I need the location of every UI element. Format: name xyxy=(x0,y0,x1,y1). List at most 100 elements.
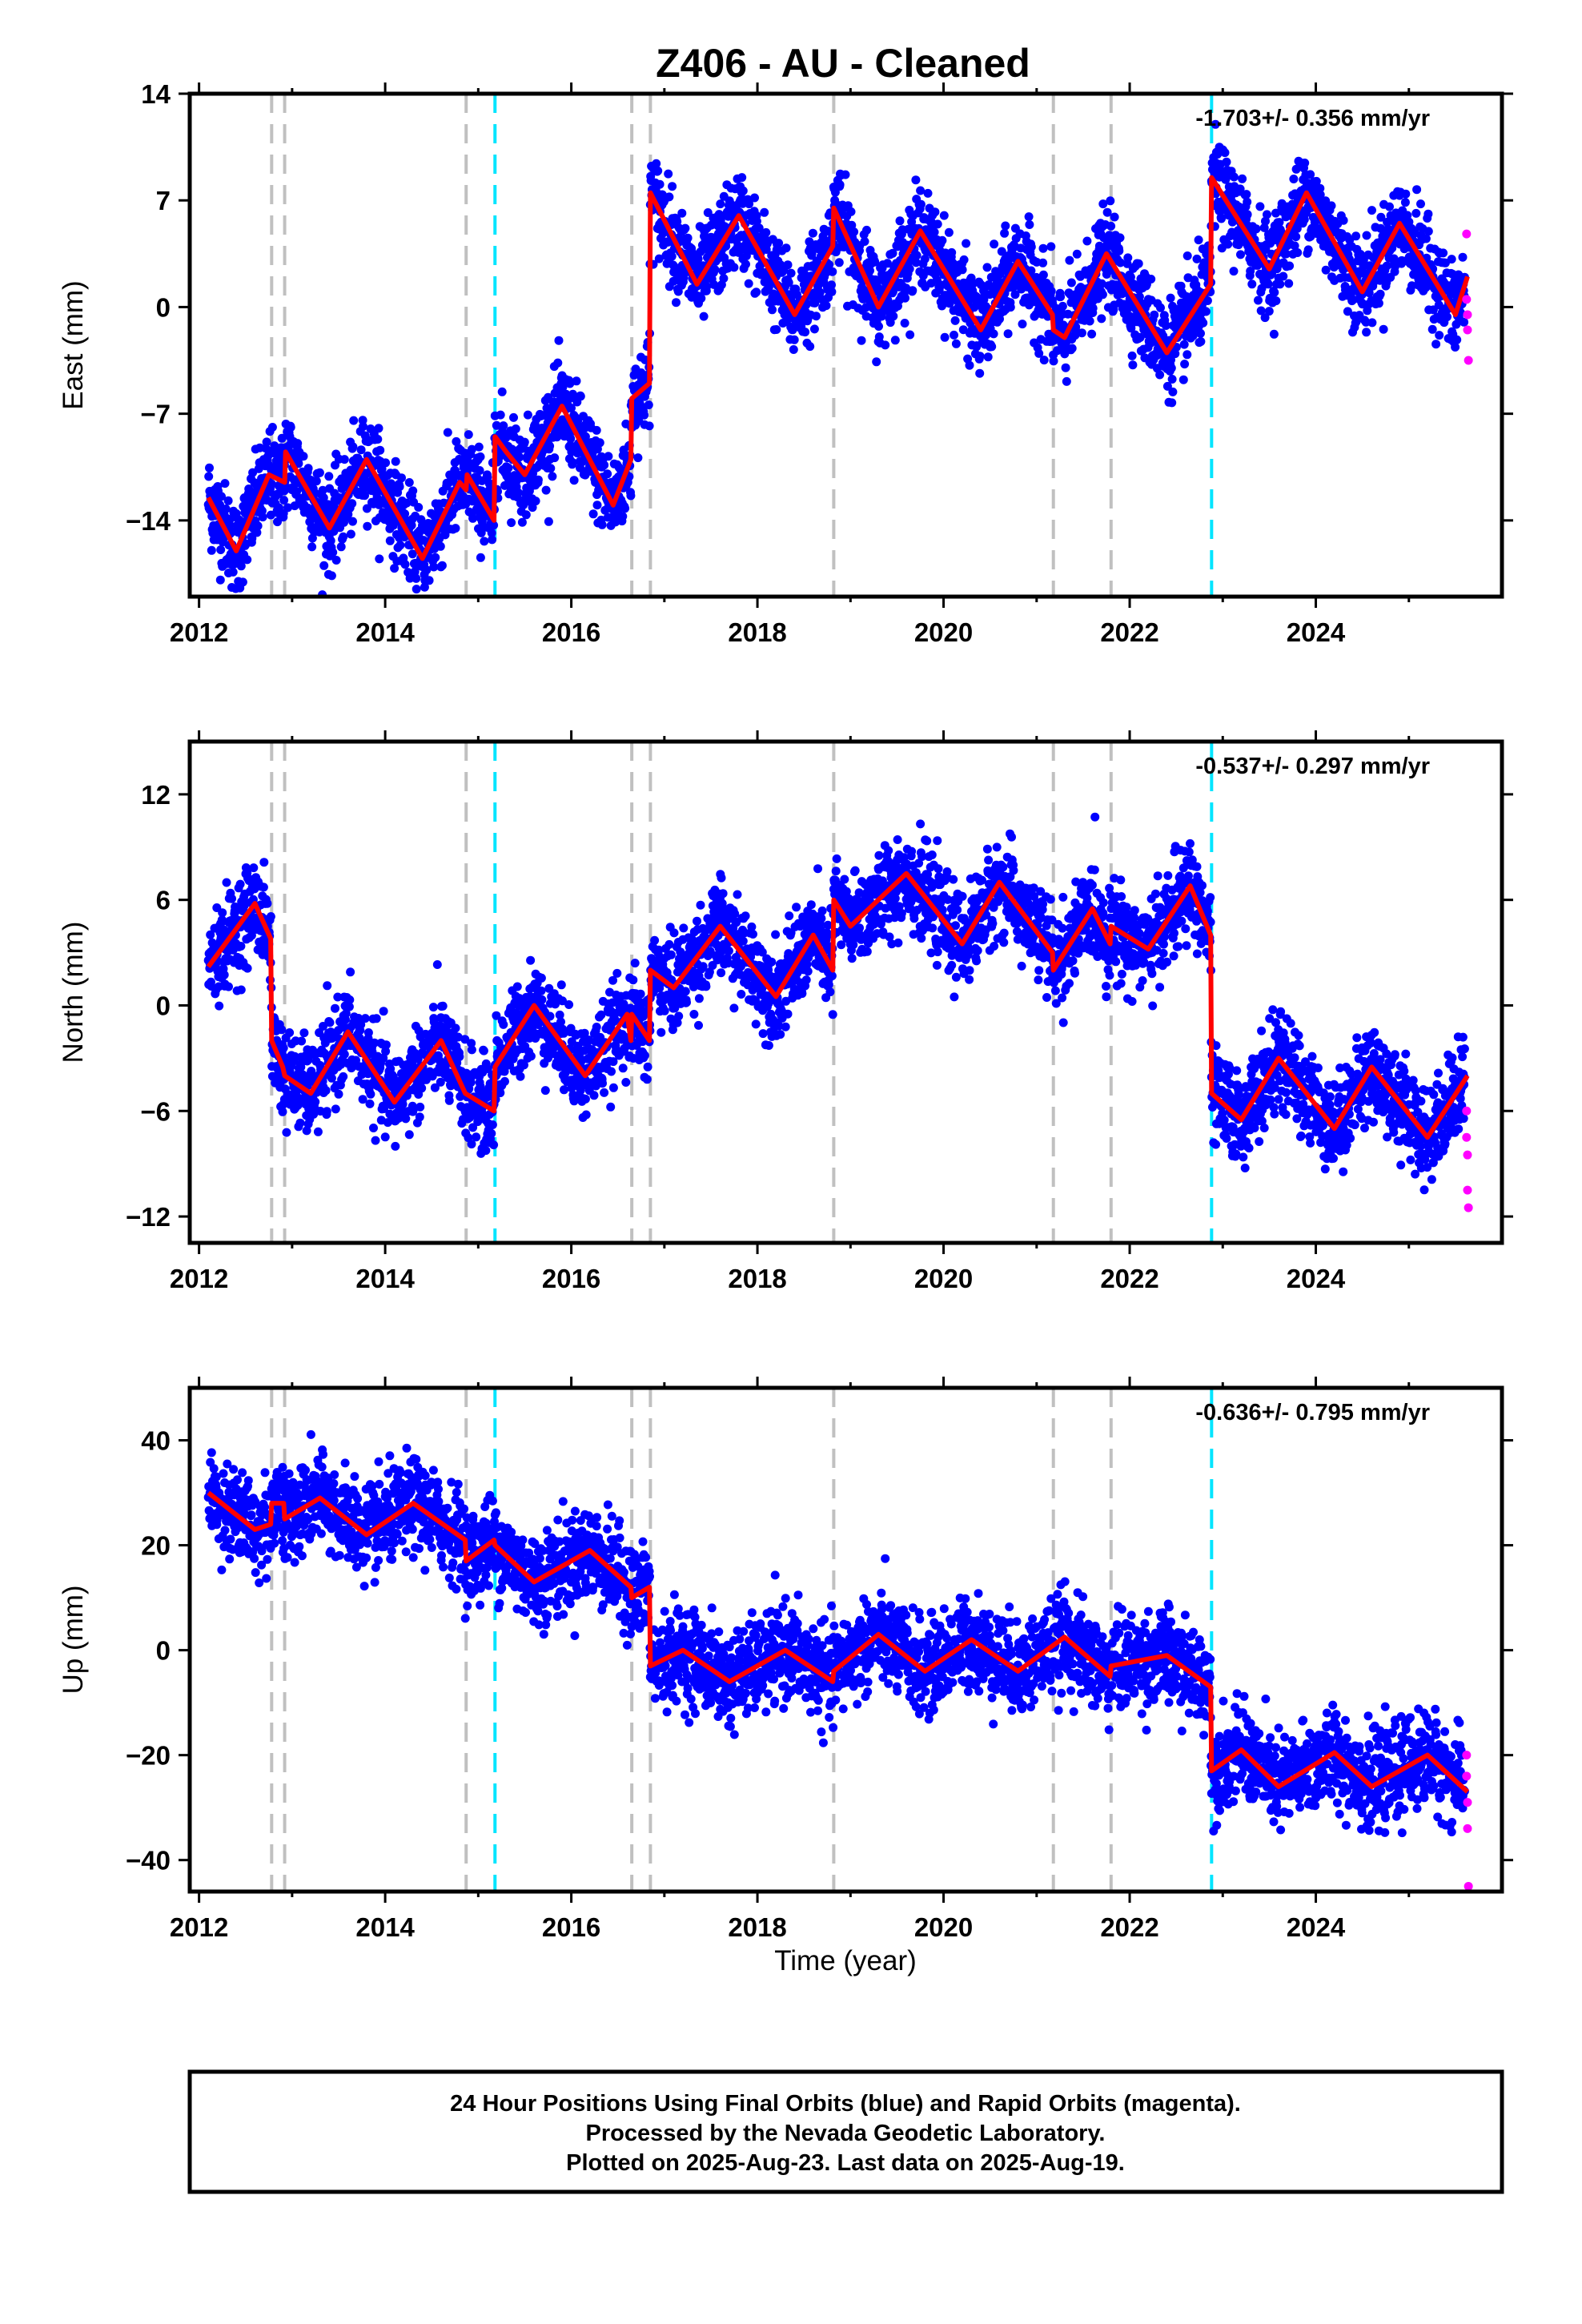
final-orbit-point xyxy=(1102,207,1112,217)
final-orbit-point xyxy=(1435,331,1444,340)
final-orbit-point xyxy=(373,435,383,444)
final-orbit-point xyxy=(404,478,414,487)
final-orbit-point xyxy=(1256,306,1266,316)
final-orbit-point xyxy=(654,254,664,263)
final-orbit-point xyxy=(567,404,576,412)
final-orbit-point xyxy=(360,491,369,501)
final-orbit-point xyxy=(1182,251,1192,260)
final-orbit-point xyxy=(467,1140,476,1149)
final-orbit-point xyxy=(1375,289,1385,299)
final-orbit-point xyxy=(347,499,357,509)
rapid-orbit-point xyxy=(1463,325,1472,335)
final-orbit-point xyxy=(410,567,420,577)
final-orbit-point xyxy=(356,445,366,455)
final-orbit-point xyxy=(277,433,287,443)
final-orbit-point xyxy=(1196,328,1205,338)
final-orbit-point xyxy=(468,1123,478,1132)
final-orbit-point xyxy=(1097,279,1106,288)
final-orbit-point xyxy=(1167,375,1177,384)
panel-north: 2012 2014 2016 2018 2020 2022 20241260−6−12Nor… xyxy=(58,730,1513,1293)
final-orbit-point xyxy=(334,1089,343,1099)
final-orbit-point xyxy=(545,1011,555,1021)
final-orbit-point xyxy=(1242,190,1251,199)
final-orbit-point xyxy=(738,186,748,195)
final-orbit-point xyxy=(938,235,947,245)
final-orbit-point xyxy=(633,453,643,463)
final-orbit-point xyxy=(374,424,383,433)
final-orbit-point xyxy=(1264,307,1274,316)
final-orbit-point xyxy=(958,265,967,275)
final-orbit-point xyxy=(216,545,226,554)
final-orbit-point xyxy=(517,517,527,527)
final-orbit-point xyxy=(783,260,793,270)
final-orbit-point xyxy=(1358,299,1367,308)
final-orbit-point xyxy=(481,1146,491,1156)
final-orbit-point xyxy=(1315,183,1325,193)
final-orbit-point xyxy=(1259,223,1269,232)
final-orbit-point xyxy=(672,298,681,308)
final-orbit-point xyxy=(673,217,682,227)
final-orbit-point xyxy=(253,521,263,531)
final-orbit-point xyxy=(451,524,460,533)
final-orbit-point xyxy=(1443,312,1452,322)
final-orbit-point xyxy=(881,340,890,350)
final-orbit-point xyxy=(626,491,636,501)
final-orbit-point xyxy=(911,258,921,267)
final-orbit-point xyxy=(236,561,246,571)
final-orbit-point xyxy=(359,422,367,431)
final-orbit-point xyxy=(789,335,799,344)
final-orbit-point xyxy=(279,1043,288,1053)
final-orbit-point xyxy=(811,312,821,321)
final-orbit-point xyxy=(476,553,485,562)
final-orbit-point xyxy=(1106,196,1115,206)
final-orbit-point xyxy=(346,967,355,977)
final-orbit-point xyxy=(1065,255,1074,265)
final-orbit-point xyxy=(1434,300,1443,310)
final-orbit-point xyxy=(400,560,410,569)
final-orbit-point xyxy=(1315,190,1325,199)
final-orbit-point xyxy=(827,287,837,296)
final-orbit-point xyxy=(982,330,991,340)
final-orbit-point xyxy=(263,899,272,908)
final-orbit-point xyxy=(348,517,357,526)
final-orbit-point xyxy=(496,410,505,420)
final-orbit-point xyxy=(846,207,856,216)
final-orbit-point xyxy=(699,242,709,251)
final-orbit-point xyxy=(451,1023,460,1033)
final-orbit-point xyxy=(1038,258,1048,267)
final-orbit-point xyxy=(294,459,303,468)
final-orbit-point xyxy=(752,287,761,297)
final-orbit-point xyxy=(545,441,555,451)
final-orbit-point xyxy=(1203,296,1212,305)
final-orbit-point xyxy=(611,517,620,527)
final-orbit-point xyxy=(1362,231,1371,240)
final-orbit-point xyxy=(697,294,706,303)
final-orbit-point xyxy=(1061,363,1070,372)
final-orbit-point xyxy=(1229,172,1239,182)
final-orbit-point xyxy=(958,325,968,335)
final-orbit-point xyxy=(930,207,940,217)
final-orbit-point xyxy=(945,299,954,308)
final-orbit-point xyxy=(390,564,400,573)
final-orbit-point xyxy=(523,410,532,420)
final-orbit-point xyxy=(339,532,348,541)
final-orbit-point xyxy=(475,466,484,475)
final-orbit-point xyxy=(419,598,428,607)
final-orbit-point xyxy=(1321,265,1331,275)
final-orbit-point xyxy=(916,199,926,209)
final-orbit-point xyxy=(339,1050,349,1059)
final-orbit-point xyxy=(1306,170,1315,179)
final-orbit-point xyxy=(702,282,712,292)
final-orbit-point xyxy=(526,1051,536,1061)
final-orbit-point xyxy=(1106,221,1116,231)
final-orbit-point xyxy=(546,464,556,473)
final-orbit-point xyxy=(1026,242,1036,251)
final-orbit-point xyxy=(933,219,942,229)
final-orbit-point xyxy=(544,517,553,526)
final-orbit-point xyxy=(983,352,993,362)
final-orbit-point xyxy=(1082,236,1092,246)
final-orbit-point xyxy=(511,424,520,433)
final-orbit-point xyxy=(1098,199,1108,209)
final-orbit-point xyxy=(1289,175,1299,183)
final-orbit-point xyxy=(959,255,969,264)
